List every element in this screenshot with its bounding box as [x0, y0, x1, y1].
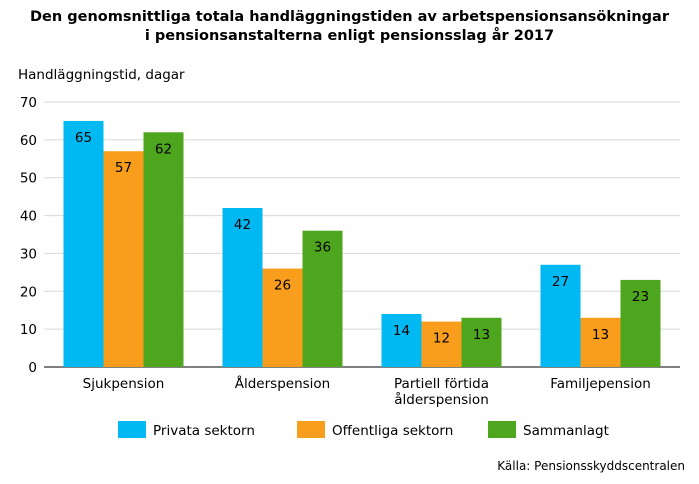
data-label: 14	[393, 323, 410, 339]
data-label: 62	[155, 141, 172, 157]
x-tick-label: Ålderspension	[235, 375, 330, 392]
y-tick-label: 10	[20, 322, 37, 338]
y-tick-label: 60	[20, 133, 37, 149]
bar	[302, 230, 343, 367]
chart-title-line-1: Den genomsnittliga totala handläggningst…	[30, 9, 669, 25]
legend-label: Offentliga sektorn	[332, 423, 453, 439]
y-tick-label: 0	[28, 360, 37, 376]
legend-swatch	[488, 421, 516, 438]
data-label: 12	[433, 331, 450, 347]
x-tick-label: Partiell förtida	[394, 376, 489, 392]
x-tick-label: Sjukpension	[83, 376, 165, 392]
y-tick-label: 30	[20, 246, 37, 262]
bar	[262, 268, 303, 367]
y-tick-label: 40	[20, 209, 37, 225]
y-axis-label: Handläggningstid, dagar	[18, 67, 185, 83]
data-label: 57	[115, 160, 132, 176]
legend-swatch	[297, 421, 325, 438]
x-tick-label: Familjepension	[550, 376, 651, 392]
legend-swatch	[118, 421, 146, 438]
data-label: 27	[552, 274, 569, 290]
bar-chart: Handläggningstid, dagar 0 10 20 30 40 50 60 70 Sj…	[18, 67, 680, 439]
bar	[421, 321, 462, 367]
y-tick-label: 20	[20, 284, 37, 300]
chart-title: Den genomsnittliga totala handläggningst…	[0, 8, 699, 46]
data-label: 13	[592, 327, 609, 343]
y-tick-label: 50	[20, 171, 37, 187]
data-label: 42	[234, 217, 251, 233]
data-label: 26	[274, 278, 291, 294]
source-note: Källa: Pensionsskyddscentralen	[497, 459, 685, 473]
y-tick-label: 70	[20, 95, 37, 111]
data-label: 13	[473, 327, 490, 343]
data-label: 36	[314, 240, 331, 256]
bars	[63, 120, 661, 367]
bar	[580, 317, 621, 367]
bar	[222, 208, 263, 367]
data-label: 23	[632, 289, 649, 305]
legend-label: Sammanlagt	[523, 423, 609, 439]
axes: Handläggningstid, dagar 0 10 20 30 40 50 60 70 Sj…	[18, 67, 680, 408]
bar	[103, 151, 144, 367]
bar	[620, 279, 661, 367]
x-tick-label: ålderspension	[394, 391, 489, 408]
bar	[381, 314, 422, 367]
bar	[63, 120, 104, 367]
chart-title-line-2: i pensionsanstalterna enligt pensionssla…	[144, 28, 555, 44]
data-labels: 65 57 62 42 26 36 14 12 13 27 13 23	[75, 130, 649, 347]
legend-label: Privata sektorn	[153, 423, 255, 439]
bar	[143, 132, 184, 367]
data-label: 65	[75, 130, 92, 146]
bar	[461, 317, 502, 367]
legend: Privata sektorn Offentliga sektorn Sammanl…	[118, 421, 609, 439]
bar	[540, 264, 581, 367]
